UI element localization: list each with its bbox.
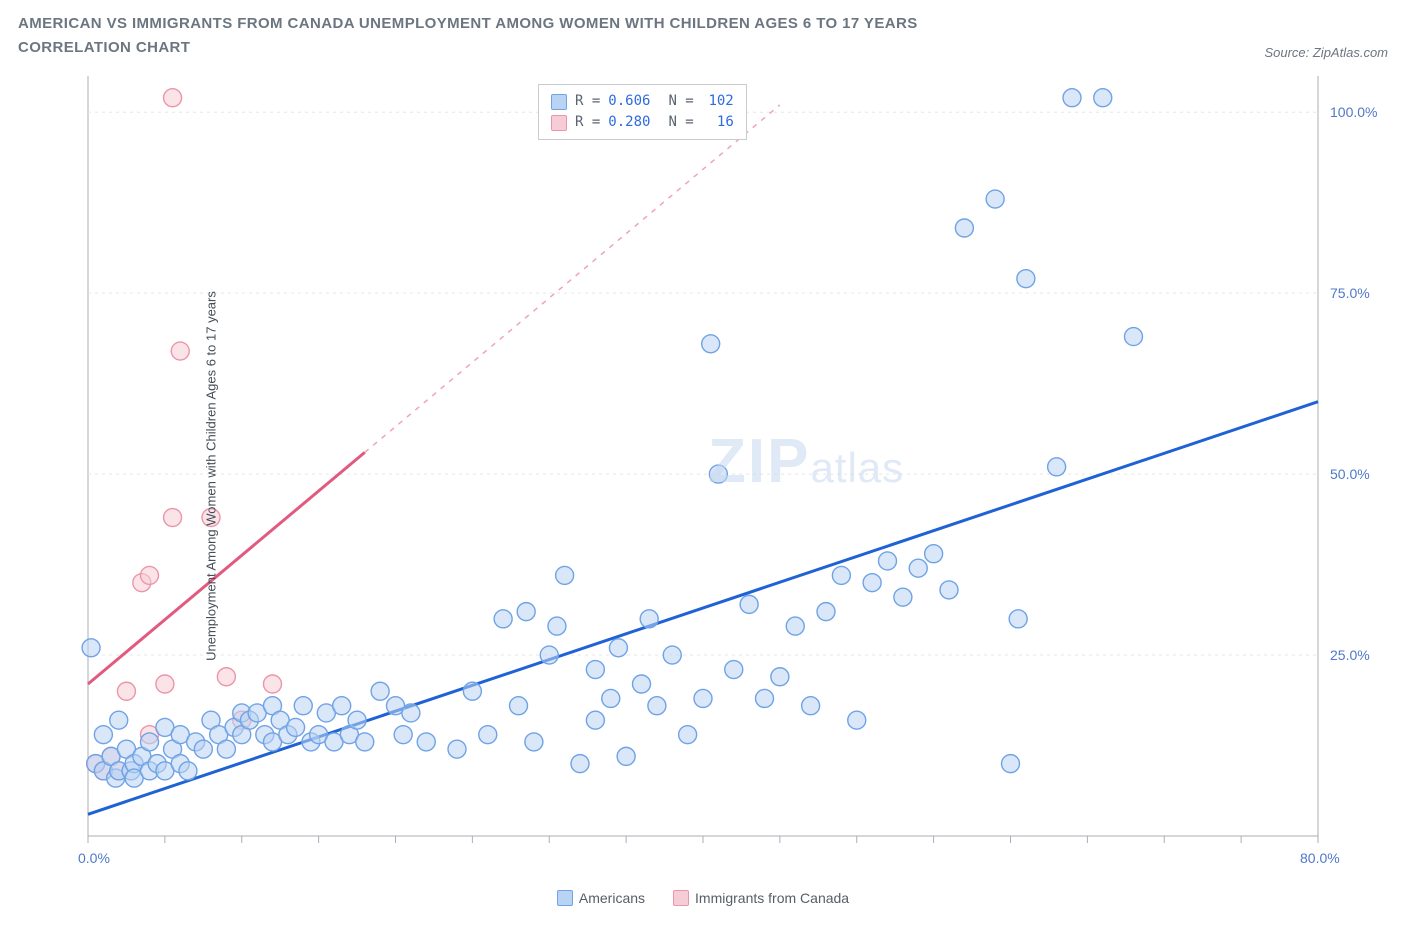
x-axis-end-label: 80.0% (1300, 850, 1340, 866)
svg-text:100.0%: 100.0% (1330, 104, 1377, 120)
source-label: Source: ZipAtlas.com (1264, 45, 1388, 60)
series-legend-item: Immigrants from Canada (673, 890, 849, 906)
scatter-chart: 25.0% 50.0% 75.0% 100.0% (18, 66, 1388, 886)
title-line-2: CORRELATION CHART (18, 39, 190, 56)
series-legend-label: Immigrants from Canada (695, 890, 849, 906)
svg-text:50.0%: 50.0% (1330, 466, 1370, 482)
legend-n-label: N = (668, 91, 693, 112)
series-legend: Americans Immigrants from Canada (18, 890, 1388, 906)
legend-n-value: 16 (702, 112, 734, 133)
svg-text:75.0%: 75.0% (1330, 285, 1370, 301)
legend-n-value: 102 (702, 91, 734, 112)
legend-row: R = 0.280 N = 16 (551, 112, 734, 133)
legend-row: R = 0.606 N = 102 (551, 91, 734, 112)
chart-title: AMERICAN VS IMMIGRANTS FROM CANADA UNEMP… (18, 12, 918, 60)
legend-n-label: N = (668, 112, 693, 133)
legend-swatch-icon (551, 94, 567, 110)
legend-r-value: 0.606 (608, 91, 650, 112)
series-legend-item: Americans (557, 890, 645, 906)
legend-r-label: R = (575, 91, 600, 112)
chart-container: Unemployment Among Women with Children A… (18, 66, 1388, 886)
header-row: AMERICAN VS IMMIGRANTS FROM CANADA UNEMP… (18, 12, 1388, 60)
title-line-1: AMERICAN VS IMMIGRANTS FROM CANADA UNEMP… (18, 15, 918, 32)
correlation-legend: R = 0.606 N = 102 R = 0.280 N = 16 (538, 84, 747, 140)
legend-r-label: R = (575, 112, 600, 133)
legend-swatch-icon (557, 890, 573, 906)
series-legend-label: Americans (579, 890, 645, 906)
legend-swatch-icon (551, 115, 567, 131)
svg-text:25.0%: 25.0% (1330, 647, 1370, 663)
legend-r-value: 0.280 (608, 112, 650, 133)
y-axis-label: Unemployment Among Women with Children A… (203, 291, 218, 661)
x-axis-start-label: 0.0% (78, 850, 110, 866)
legend-swatch-icon (673, 890, 689, 906)
